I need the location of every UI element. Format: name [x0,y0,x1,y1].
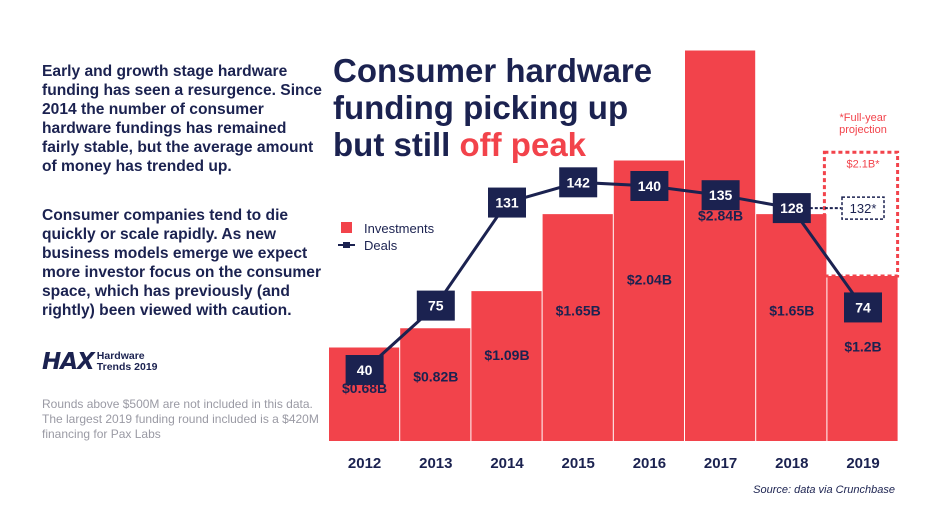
deal-label-2019: 74 [855,299,871,315]
deal-label-2014: 131 [495,195,519,211]
outlook-paragraph: Consumer companies tend to die quickly o… [42,207,322,319]
investment-bar-2013 [400,328,471,441]
deal-label-2016: 140 [638,178,662,194]
title-line-3-prefix: but still [333,126,460,163]
x-tick-2017: 2017 [704,455,737,472]
investment-bar-2015 [542,214,613,441]
projection-investment-label: $2.1B* [846,158,880,170]
deal-label-2013: 75 [428,298,444,314]
x-tick-2012: 2012 [348,455,381,472]
legend-label-investments: Investments [364,221,435,236]
deal-marker-2017 [701,180,740,211]
title-line-2: funding picking up [333,89,629,126]
investment-label-2015: $1.65B [556,302,601,318]
deal-marker-2019 [844,292,882,323]
intro-paragraph: Early and growth stage hardware funding … [42,63,322,175]
x-tick-2016: 2016 [633,455,666,472]
deal-marker-2013 [416,290,455,321]
deal-label-2015: 142 [567,174,591,190]
deal-marker-2014 [488,187,526,218]
investment-label-2018: $1.65B [769,302,814,318]
investment-label-2016: $2.04B [627,271,672,287]
x-tick-2014: 2014 [490,455,524,472]
title-line-1: Consumer hardware [333,52,653,89]
legend-marker-deals [343,242,350,248]
x-tick-2015: 2015 [562,455,595,472]
investment-bar-2018 [756,214,827,441]
deal-label-2018: 128 [780,200,804,216]
deal-label-2017: 135 [709,187,733,203]
deal-marker-2015 [559,167,598,198]
projection-box [822,150,900,278]
investment-label-2013: $0.82B [413,369,458,385]
logo-line-1: Hardware [96,350,145,362]
investment-label-2014: $1.09B [484,347,529,363]
deal-marker-2018 [772,193,811,224]
logo-line-2: Trends 2019 [96,361,158,373]
x-tick-2013: 2013 [419,455,452,472]
projection-note-line-2: projection [839,124,887,136]
deal-label-2012: 40 [357,362,373,378]
investment-bar-2016 [613,160,684,441]
logo-mark: HAX [42,349,95,375]
deal-marker-2016 [630,171,669,201]
title-highlight: off peak [459,126,587,163]
x-tick-2018: 2018 [775,455,808,472]
x-tick-2019: 2019 [846,455,879,472]
legend-label-deals: Deals [364,238,398,253]
source-note: Source: data via Crunchbase [753,484,895,496]
hax-logo: HAX Hardware Trends 2019 [42,349,158,375]
logo-subtitle: Hardware Trends 2019 [97,351,158,373]
legend-swatch-investments [341,222,352,233]
footnote: Rounds above $500M are not included in t… [42,397,319,441]
deal-marker-2012 [345,355,384,385]
investment-bar-2017 [685,50,756,441]
investment-bar-2014 [471,291,542,441]
investment-label-2019: $1.2B [844,338,881,354]
investment-label-2017: $2.84B [698,208,743,224]
chart-title: Consumer hardware funding picking up but… [333,52,652,163]
projection-deals-box [841,196,885,220]
projection-deals-label: 132* [850,201,877,216]
projection-note-line-1: *Full-year [839,112,886,124]
